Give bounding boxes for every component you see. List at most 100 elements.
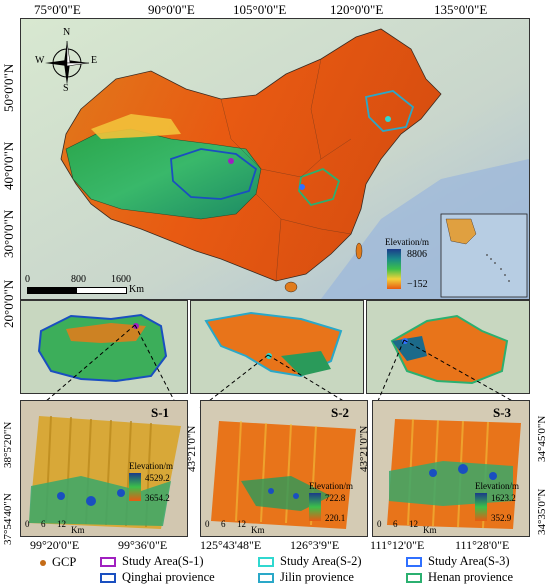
inset-s1-lat-top: 38°5'20"N bbox=[2, 421, 14, 468]
study-s1-swatch bbox=[100, 556, 116, 567]
henan-swatch bbox=[406, 572, 422, 583]
henan-thumbnail-graphic bbox=[367, 301, 529, 393]
lat-label-30: 30°0'0"N bbox=[1, 209, 16, 258]
s2-marker bbox=[385, 116, 391, 122]
inset-s1-scale-unit: Km bbox=[71, 525, 85, 535]
inset-s1-scale-0: 0 bbox=[25, 519, 30, 529]
inset-s1: S-1 Elevation/m 4529.2 3654.2 0 6 12 Km bbox=[20, 400, 188, 537]
callout-lines bbox=[37, 324, 526, 409]
legend-study-s2: Study Area(S-2) bbox=[258, 554, 362, 569]
inset-s2-scale-12: 12 bbox=[237, 519, 246, 529]
inset-s3-max: 1623.2 bbox=[491, 493, 516, 503]
lon-label-120: 120°0'0"E bbox=[330, 2, 384, 17]
qinghai-boundary bbox=[170, 148, 258, 200]
elev-min: −152 bbox=[407, 279, 428, 290]
inset-s3-min: 352.9 bbox=[491, 513, 512, 523]
legend-gcp: GCP bbox=[40, 555, 76, 570]
inset-s3-lon-right: 111°28'0"E bbox=[455, 538, 510, 552]
qinghai-swatch bbox=[100, 572, 116, 583]
inset-s2-title: S-2 bbox=[331, 405, 350, 420]
inset-s2-elev-title: Elevation/m bbox=[309, 481, 353, 491]
lat-label-40: 40°0'0"N bbox=[1, 141, 16, 190]
inset-s1-max: 4529.2 bbox=[145, 473, 170, 483]
main-elevation-legend: Elevation/m 8806 −152 bbox=[385, 237, 445, 297]
study-s3-swatch bbox=[406, 556, 422, 567]
legend-qinghai-label: Qinghai provience bbox=[122, 570, 215, 584]
inset-s3-legend: Elevation/m 1623.2 352.9 bbox=[473, 481, 529, 536]
henan-boundary bbox=[298, 167, 341, 207]
inset-s2-max: 722.8 bbox=[325, 493, 346, 503]
jilin-thumbnail-graphic bbox=[191, 301, 363, 393]
inset-s2: S-2 Elevation/m 722.8 220.1 0 6 12 Km bbox=[200, 400, 368, 537]
inset-s3-colorbar bbox=[475, 493, 487, 521]
inset-s3-elev-title: Elevation/m bbox=[475, 481, 519, 491]
legend-qinghai: Qinghai provience bbox=[100, 570, 215, 585]
inset-s2-lon-right: 126°3'9"E bbox=[290, 538, 340, 552]
gcp-icon bbox=[40, 559, 46, 566]
scale-tick-1600: 1600 bbox=[111, 274, 131, 285]
china-landmass bbox=[60, 28, 442, 282]
jilin-boundary bbox=[364, 90, 415, 132]
legend-study-s2-label: Study Area(S-2) bbox=[280, 554, 362, 568]
inset-s2-scale-0: 0 bbox=[205, 519, 210, 529]
main-map: N S E W 0 800 1600 Km Elevation/m 8806 −… bbox=[20, 18, 530, 300]
study-s2-swatch bbox=[258, 556, 274, 567]
qinghai-thumbnail-graphic bbox=[21, 301, 187, 393]
inset-s3-lat-right-bottom: 34°35'0"N bbox=[536, 488, 548, 535]
compass-w: W bbox=[35, 55, 45, 66]
elev-colorbar bbox=[387, 249, 401, 289]
legend-jilin: Jilin provience bbox=[258, 570, 354, 585]
inset-s2-min: 220.1 bbox=[325, 513, 346, 523]
legend-jilin-label: Jilin provience bbox=[280, 570, 354, 584]
inset-s1-elev-title: Elevation/m bbox=[129, 461, 173, 471]
inset-s1-graphic bbox=[21, 401, 187, 536]
inset-s2-scale-6: 6 bbox=[221, 519, 226, 529]
scale-tick-0: 0 bbox=[25, 274, 30, 285]
legend-henan-label: Henan provience bbox=[428, 570, 514, 584]
elev-title: Elevation/m bbox=[385, 237, 429, 247]
scale-tick-800: 800 bbox=[71, 274, 86, 285]
main-scale-bar: 0 800 1600 Km bbox=[25, 274, 165, 296]
jilin-thumbnail bbox=[190, 300, 364, 394]
compass-e: E bbox=[91, 55, 98, 66]
inset-s2-lat: 43°21'0"N bbox=[186, 425, 198, 472]
inset-s3-scale-unit: Km bbox=[423, 525, 437, 535]
legend-study-s3: Study Area(S-3) bbox=[406, 554, 510, 569]
inset-s3-lon-left: 111°12'0"E bbox=[370, 538, 425, 552]
inset-s3: S-3 Elevation/m 1623.2 352.9 0 6 12 Km bbox=[372, 400, 530, 537]
qinghai-thumbnail bbox=[20, 300, 188, 394]
henan-thumbnail bbox=[366, 300, 530, 394]
inset-s1-scale-6: 6 bbox=[41, 519, 46, 529]
inset-s1-legend: Elevation/m 4529.2 3654.2 bbox=[127, 461, 187, 521]
inset-s3-title: S-3 bbox=[493, 405, 512, 420]
inset-s2-lon-left: 125°43'48"E bbox=[200, 538, 262, 552]
s3-marker bbox=[299, 184, 305, 190]
inset-s3-lat-right-top: 34°45'0"N bbox=[536, 415, 548, 462]
inset-s1-title: S-1 bbox=[151, 405, 170, 420]
inset-s3-lat-left: 43°21'0"N bbox=[358, 425, 370, 472]
inset-s2-scale-unit: Km bbox=[251, 525, 265, 535]
lon-label-90: 90°0'0"E bbox=[148, 2, 195, 17]
inset-s3-scale-6: 6 bbox=[393, 519, 398, 529]
legend-study-s3-label: Study Area(S-3) bbox=[428, 554, 510, 568]
scale-unit: Km bbox=[129, 284, 144, 295]
inset-s1-lon-right: 99°36'0"E bbox=[118, 538, 168, 552]
legend-study-s1: Study Area(S-1) bbox=[100, 554, 204, 569]
main-map-graphic bbox=[21, 19, 529, 299]
inset-s3-scale-0: 0 bbox=[377, 519, 382, 529]
scale-bar-graphic bbox=[27, 287, 127, 294]
compass-icon bbox=[45, 40, 90, 85]
inset-s1-min: 3654.2 bbox=[145, 493, 170, 503]
lon-label-135: 135°0'0"E bbox=[434, 2, 488, 17]
legend-study-s1-label: Study Area(S-1) bbox=[122, 554, 204, 568]
inset-s3-scale-12: 12 bbox=[409, 519, 418, 529]
lon-label-105: 105°0'0"E bbox=[233, 2, 287, 17]
jilin-swatch bbox=[258, 572, 274, 583]
inset-s2-legend: Elevation/m 722.8 220.1 bbox=[307, 481, 367, 536]
inset-s1-lat-bottom: 37°54'40"N bbox=[2, 493, 14, 545]
inset-s2-colorbar bbox=[309, 493, 321, 521]
inset-s1-colorbar bbox=[129, 473, 141, 501]
legend-gcp-label: GCP bbox=[52, 555, 77, 569]
inset-s1-scale-12: 12 bbox=[57, 519, 66, 529]
compass-rose: N S E W bbox=[35, 27, 98, 94]
